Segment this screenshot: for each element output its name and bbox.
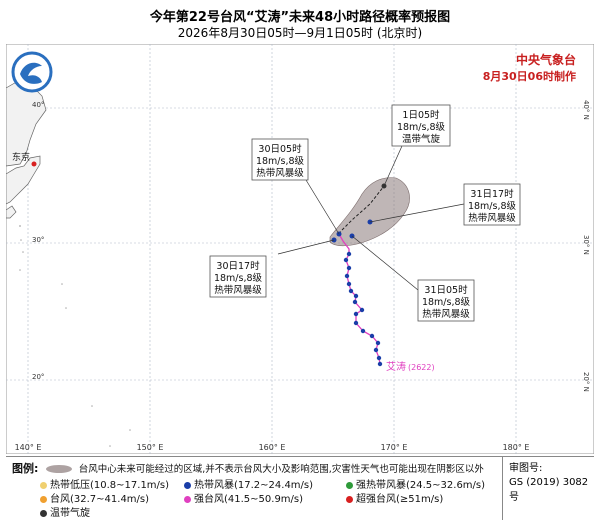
fp-5-grade: 热带风暴级 [256, 167, 304, 179]
review-label: 审图号: [509, 463, 543, 474]
callout-boxes [209, 104, 521, 322]
fp-3-time: 31日05时 [424, 284, 468, 296]
japan-land [6, 79, 47, 219]
lat-label-20-left: 20° [32, 373, 44, 381]
legend-cone-row: 图例: 台风中心未来可能经过的区域,并不表示台风大小及影响范围,灾害性天气也可能… [12, 460, 484, 476]
lat-label-30-right: 30° N [582, 235, 590, 255]
lon-label-160: 160° E [259, 443, 286, 452]
fp-1-wind: 18m/s,8级 [397, 121, 446, 133]
callout-texts: 1日05时 18m/s,8级 温带气旋 31日17时 18m/s,8级 热带风暴… [214, 109, 517, 320]
forecast-track [338, 185, 385, 235]
etc-dot-icon [40, 509, 47, 517]
review-number-box: 审图号: GS (2019) 3082号 [502, 456, 594, 520]
legend-item-sty: 强台风(41.5~50.9m/s) [184, 490, 303, 505]
fp-3-grade: 热带风暴级 [422, 308, 470, 320]
legend-cone-text: 台风中心未来可能经过的区域,并不表示台风大小及影响范围,灾害性天气也可能出现在阴… [78, 464, 484, 475]
fp-2-grade: 热带风暴级 [468, 212, 516, 224]
review-code: GS (2019) 3082号 [509, 477, 589, 503]
fp-5-time: 30日05时 [258, 143, 302, 155]
tokyo-label: 东京 [12, 151, 30, 163]
probability-cone [329, 177, 410, 247]
legend-item-etc: 温带气旋 [40, 504, 90, 519]
lat-label-30-left: 30° [32, 236, 44, 244]
sts-dot-icon [346, 481, 353, 489]
islands [19, 225, 131, 447]
typhoon-track-map: 东京 中央气象台 8月30日06时制作 [6, 44, 594, 454]
fp-2-time: 31日17时 [470, 188, 514, 200]
tokyo-marker [31, 161, 37, 167]
fp-1-grade: 温带气旋 [402, 133, 441, 145]
td-dot-icon [40, 481, 47, 489]
legend-item-sts: 强热带风暴(24.5~32.6m/s) [346, 476, 485, 491]
legend-item-td: 热带低压(10.8~17.1m/s) [40, 476, 169, 491]
fp-2-wind: 18m/s,8级 [468, 200, 517, 212]
lon-label-180: 180° E [503, 443, 530, 452]
lat-label-20-right: 20° N [582, 372, 590, 392]
legend-cone-icon [45, 465, 72, 473]
agency-name: 中央气象台 [516, 52, 576, 67]
legend-item-super-ty: 超强台风(≥51m/s) [346, 490, 443, 505]
lat-label-40-left: 40° [32, 101, 44, 109]
legend-item-ts: 热带风暴(17.2~24.4m/s) [184, 476, 313, 491]
storm-name-label: 艾涛 [386, 360, 406, 373]
lon-label-150: 150° E [137, 443, 164, 452]
legend: 图例: 台风中心未来可能经过的区域,并不表示台风大小及影响范围,灾害性天气也可能… [6, 456, 594, 521]
super-ty-dot-icon [346, 495, 353, 503]
lon-labels: 140° E 150° E 160° E 170° E 180° E [15, 443, 530, 452]
fp-4-time: 30日17时 [216, 260, 260, 272]
lon-label-140: 140° E [15, 443, 42, 452]
map-title: 今年第22号台风“艾涛”未来48小时路径概率预报图 [149, 10, 451, 25]
lat-label-40-right: 40° N [582, 100, 590, 120]
issued-time: 8月30日06时制作 [483, 69, 576, 83]
legend-label: 图例: [12, 462, 39, 475]
map-frame [6, 44, 594, 454]
ts-dot-icon [184, 481, 191, 489]
fp-4-grade: 热带风暴级 [214, 284, 262, 296]
fp-5-wind: 18m/s,8级 [256, 155, 305, 167]
past-track-points [343, 251, 383, 367]
fp-3-wind: 18m/s,8级 [422, 296, 471, 308]
fp-4-wind: 18m/s,8级 [214, 272, 263, 284]
cma-logo-icon [11, 51, 53, 93]
sty-dot-icon [184, 495, 191, 503]
lat-labels: 40° N 30° N 20° N 40° 30° 20° [32, 100, 590, 392]
leader-lines [277, 145, 465, 291]
lon-label-170: 170° E [381, 443, 408, 452]
storm-code-label: (2622) [408, 363, 435, 372]
legend-item-ty: 台风(32.7~41.4m/s) [40, 490, 149, 505]
map-subtitle: 2026年8月30日05时—9月1日05时 (北京时) [177, 26, 423, 40]
ty-dot-icon [40, 495, 47, 503]
fp-1-time: 1日05时 [402, 109, 440, 121]
